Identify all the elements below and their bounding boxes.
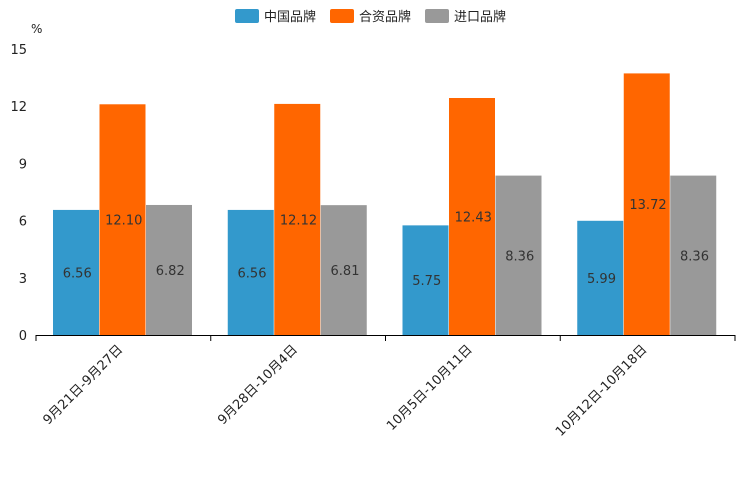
bar-1-2 <box>227 209 274 335</box>
data-label-1-1: 6.56 <box>63 266 92 281</box>
legend-label-2: 合资品牌 <box>359 9 411 25</box>
data-label-2-2: 12.12 <box>280 213 317 228</box>
x-category-label-3: 10月5日-10月11日 <box>384 342 476 434</box>
bar-3-3 <box>495 175 542 335</box>
data-label-2-1: 12.10 <box>105 214 142 229</box>
data-label-3-1: 6.82 <box>156 264 185 279</box>
bar-2-3 <box>449 98 495 335</box>
data-label-1-3: 5.75 <box>412 274 441 289</box>
bar-1-4 <box>577 220 624 335</box>
bar-3-4 <box>670 175 717 335</box>
data-label-1-4: 5.99 <box>587 272 616 287</box>
legend-swatch-3 <box>425 9 449 23</box>
bar-1-1 <box>53 209 99 335</box>
legend-swatch-1 <box>235 9 259 23</box>
y-tick-label: 12 <box>10 100 27 115</box>
bar-3-2 <box>320 205 367 335</box>
y-tick-label: 3 <box>19 272 27 287</box>
y-tick-label: 6 <box>19 215 27 230</box>
data-label-2-3: 12.43 <box>455 211 492 226</box>
legend-swatch-2 <box>330 9 354 23</box>
data-labels: 6.56 12.10 6.82 6.56 12.12 6.81 5.75 12.43 8.36 5… <box>63 198 709 289</box>
y-tick-label: 9 <box>19 157 27 172</box>
y-tick-label: 15 <box>10 43 27 58</box>
x-category-label-4: 10月12日-10月18日 <box>553 342 650 439</box>
data-label-3-4: 8.36 <box>680 249 709 264</box>
y-tick-label: 0 <box>19 329 27 344</box>
y-axis-unit-label: % <box>31 22 42 36</box>
x-category-label-1: 9月21日-9月27日 <box>40 342 126 428</box>
legend: 中国品牌 合资品牌 进口品牌 <box>235 9 506 25</box>
bar-2-1 <box>99 104 146 335</box>
legend-label-3: 进口品牌 <box>454 9 506 25</box>
data-label-1-2: 6.56 <box>238 266 267 281</box>
bar-3-1 <box>146 204 192 335</box>
bar-2-2 <box>274 103 321 335</box>
bars <box>53 73 717 335</box>
legend-label-1: 中国品牌 <box>264 9 316 25</box>
y-axis: 0 3 6 9 12 15 <box>10 43 27 344</box>
data-label-3-2: 6.81 <box>331 264 360 279</box>
bar-1-3 <box>402 225 449 335</box>
x-axis: 9月21日-9月27日 9月28日-10月4日 10月5日-10月11日 10月12日… <box>35 335 736 440</box>
bar-2-4 <box>623 73 670 335</box>
data-label-3-3: 8.36 <box>505 249 534 264</box>
x-category-label-2: 9月28日-10月4日 <box>215 342 301 428</box>
data-label-2-4: 13.72 <box>629 198 666 213</box>
